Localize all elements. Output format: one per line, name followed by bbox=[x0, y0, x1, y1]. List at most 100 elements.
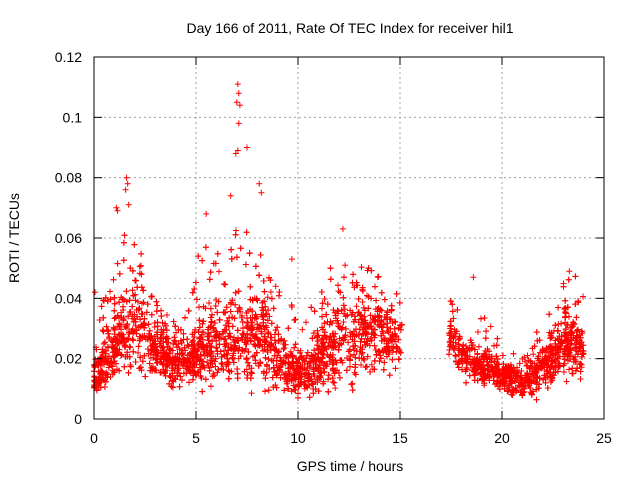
data-point bbox=[140, 287, 147, 294]
data-point bbox=[232, 301, 239, 308]
data-point bbox=[394, 344, 401, 351]
data-point bbox=[331, 379, 338, 386]
data-point bbox=[103, 358, 110, 365]
data-point bbox=[119, 296, 126, 303]
data-point bbox=[152, 346, 159, 353]
data-point bbox=[455, 341, 462, 348]
data-point bbox=[120, 307, 127, 313]
data-point bbox=[265, 330, 272, 337]
data-point bbox=[380, 321, 387, 328]
data-point bbox=[198, 334, 205, 340]
data-point bbox=[147, 355, 154, 361]
data-point bbox=[129, 267, 136, 274]
data-point bbox=[232, 231, 239, 238]
data-point bbox=[138, 250, 145, 257]
data-point bbox=[381, 296, 388, 303]
data-point bbox=[381, 359, 388, 366]
data-point bbox=[332, 367, 339, 374]
data-point bbox=[327, 276, 334, 283]
data-point bbox=[295, 356, 302, 363]
data-point bbox=[389, 356, 396, 363]
data-point bbox=[257, 360, 264, 367]
data-point bbox=[272, 283, 279, 290]
data-point bbox=[355, 296, 362, 302]
data-point bbox=[531, 343, 538, 350]
data-point bbox=[214, 250, 221, 257]
data-point bbox=[130, 348, 137, 355]
data-point bbox=[256, 272, 263, 279]
data-point bbox=[374, 274, 381, 281]
data-point bbox=[310, 330, 317, 337]
data-point bbox=[548, 330, 554, 337]
data-point bbox=[253, 296, 260, 303]
data-point bbox=[135, 324, 142, 331]
data-point bbox=[572, 358, 579, 365]
data-point bbox=[170, 318, 177, 325]
data-point bbox=[94, 358, 100, 365]
data-point bbox=[287, 348, 294, 355]
data-point bbox=[252, 357, 259, 364]
data-point bbox=[153, 308, 160, 315]
data-point bbox=[168, 365, 175, 372]
data-point bbox=[378, 337, 385, 344]
data-point bbox=[138, 367, 145, 374]
data-point bbox=[264, 317, 271, 324]
data-point bbox=[213, 333, 220, 340]
data-point bbox=[321, 329, 328, 336]
data-point bbox=[353, 282, 360, 289]
data-point bbox=[319, 350, 326, 357]
data-point bbox=[554, 327, 561, 334]
data-point bbox=[283, 380, 290, 387]
data-point bbox=[281, 345, 288, 351]
data-point bbox=[576, 361, 583, 368]
data-point bbox=[346, 356, 353, 363]
data-point bbox=[120, 257, 127, 264]
data-point bbox=[446, 330, 453, 337]
data-point bbox=[529, 360, 536, 367]
data-point bbox=[229, 314, 236, 321]
data-point bbox=[107, 288, 113, 295]
data-point bbox=[356, 355, 363, 362]
data-point bbox=[547, 379, 554, 385]
data-point bbox=[200, 348, 207, 355]
data-point bbox=[135, 298, 141, 305]
data-point bbox=[395, 336, 402, 343]
data-point bbox=[561, 306, 568, 312]
data-point bbox=[578, 354, 585, 360]
data-point bbox=[261, 288, 268, 295]
data-point bbox=[538, 360, 545, 367]
data-point bbox=[271, 368, 278, 375]
data-point bbox=[367, 319, 374, 326]
data-point bbox=[360, 304, 367, 311]
data-point bbox=[331, 336, 338, 343]
data-point bbox=[100, 328, 107, 335]
data-point bbox=[173, 329, 179, 336]
data-point bbox=[113, 204, 120, 211]
data-point bbox=[273, 372, 280, 379]
data-point bbox=[491, 358, 498, 365]
data-point bbox=[135, 306, 142, 313]
data-point bbox=[541, 372, 548, 379]
data-point bbox=[237, 245, 244, 252]
data-point bbox=[345, 339, 352, 346]
data-point bbox=[338, 340, 344, 347]
data-point bbox=[103, 347, 110, 354]
data-point bbox=[516, 382, 523, 389]
data-point bbox=[129, 287, 136, 294]
data-point bbox=[282, 341, 289, 348]
data-point bbox=[389, 320, 396, 326]
data-point bbox=[116, 367, 123, 374]
data-point bbox=[206, 300, 212, 306]
data-point bbox=[111, 327, 118, 333]
data-point bbox=[573, 337, 580, 344]
data-point bbox=[340, 319, 347, 325]
data-point bbox=[505, 387, 512, 394]
data-point bbox=[261, 326, 268, 333]
data-point bbox=[376, 312, 383, 319]
data-point bbox=[266, 366, 273, 372]
data-point bbox=[172, 376, 179, 383]
data-point bbox=[228, 255, 235, 262]
data-point bbox=[125, 329, 132, 336]
data-point bbox=[501, 383, 508, 390]
data-point bbox=[351, 347, 358, 354]
